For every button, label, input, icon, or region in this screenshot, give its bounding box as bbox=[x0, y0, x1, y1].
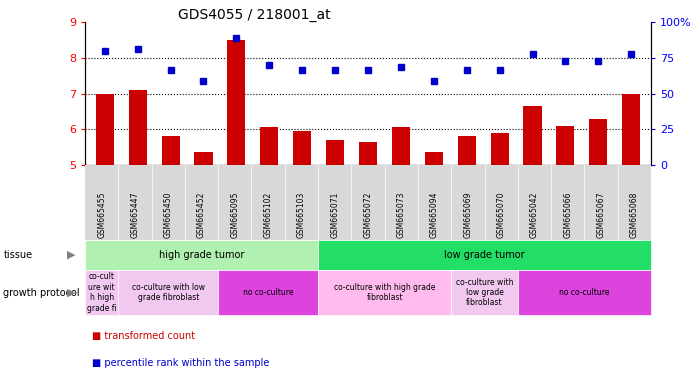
Text: GSM665455: GSM665455 bbox=[97, 192, 106, 238]
Text: GSM665102: GSM665102 bbox=[264, 192, 273, 238]
Text: GSM665073: GSM665073 bbox=[397, 192, 406, 238]
Bar bbox=[359, 142, 377, 165]
Text: GSM665069: GSM665069 bbox=[464, 192, 473, 238]
Text: co-culture with
low grade
fibroblast: co-culture with low grade fibroblast bbox=[456, 278, 513, 308]
Text: ▶: ▶ bbox=[67, 250, 75, 260]
Bar bbox=[326, 140, 344, 165]
Text: GSM665042: GSM665042 bbox=[530, 192, 539, 238]
Text: GSM665094: GSM665094 bbox=[430, 192, 439, 238]
Bar bbox=[524, 106, 542, 165]
Bar bbox=[491, 133, 509, 165]
Bar bbox=[392, 127, 410, 165]
Text: co-culture with high grade
fibroblast: co-culture with high grade fibroblast bbox=[334, 283, 435, 302]
Text: ■ percentile rank within the sample: ■ percentile rank within the sample bbox=[92, 358, 269, 368]
Text: GSM665068: GSM665068 bbox=[630, 192, 639, 238]
Text: co-cult
ure wit
h high
grade fi: co-cult ure wit h high grade fi bbox=[87, 272, 117, 313]
Text: GSM665095: GSM665095 bbox=[230, 192, 239, 238]
Text: growth protocol: growth protocol bbox=[3, 288, 80, 298]
Text: GSM665070: GSM665070 bbox=[497, 192, 506, 238]
Bar bbox=[293, 131, 311, 165]
Text: co-culture with low
grade fibroblast: co-culture with low grade fibroblast bbox=[132, 283, 205, 302]
Text: GSM665450: GSM665450 bbox=[164, 192, 173, 238]
Bar bbox=[129, 90, 146, 165]
Bar bbox=[556, 126, 574, 165]
Text: GSM665071: GSM665071 bbox=[330, 192, 339, 238]
Bar bbox=[227, 40, 245, 165]
Bar bbox=[95, 93, 114, 165]
Bar bbox=[622, 93, 641, 165]
Text: ▶: ▶ bbox=[67, 288, 75, 298]
Text: GSM665103: GSM665103 bbox=[297, 192, 306, 238]
Text: high grade tumor: high grade tumor bbox=[159, 250, 244, 260]
Bar bbox=[162, 136, 180, 165]
Text: GSM665452: GSM665452 bbox=[197, 192, 206, 238]
Text: GSM665447: GSM665447 bbox=[131, 192, 140, 238]
Text: ■ transformed count: ■ transformed count bbox=[92, 331, 195, 341]
Text: no co-culture: no co-culture bbox=[243, 288, 294, 297]
Text: GSM665072: GSM665072 bbox=[363, 192, 372, 238]
Bar bbox=[589, 119, 607, 165]
Text: low grade tumor: low grade tumor bbox=[444, 250, 525, 260]
Text: GDS4055 / 218001_at: GDS4055 / 218001_at bbox=[178, 8, 331, 22]
Bar bbox=[261, 127, 278, 165]
Bar bbox=[457, 136, 476, 165]
Text: GSM665067: GSM665067 bbox=[596, 192, 605, 238]
Text: GSM665066: GSM665066 bbox=[563, 192, 572, 238]
Text: tissue: tissue bbox=[3, 250, 32, 260]
Bar bbox=[425, 152, 443, 165]
Text: no co-culture: no co-culture bbox=[559, 288, 609, 297]
Bar bbox=[194, 152, 213, 165]
